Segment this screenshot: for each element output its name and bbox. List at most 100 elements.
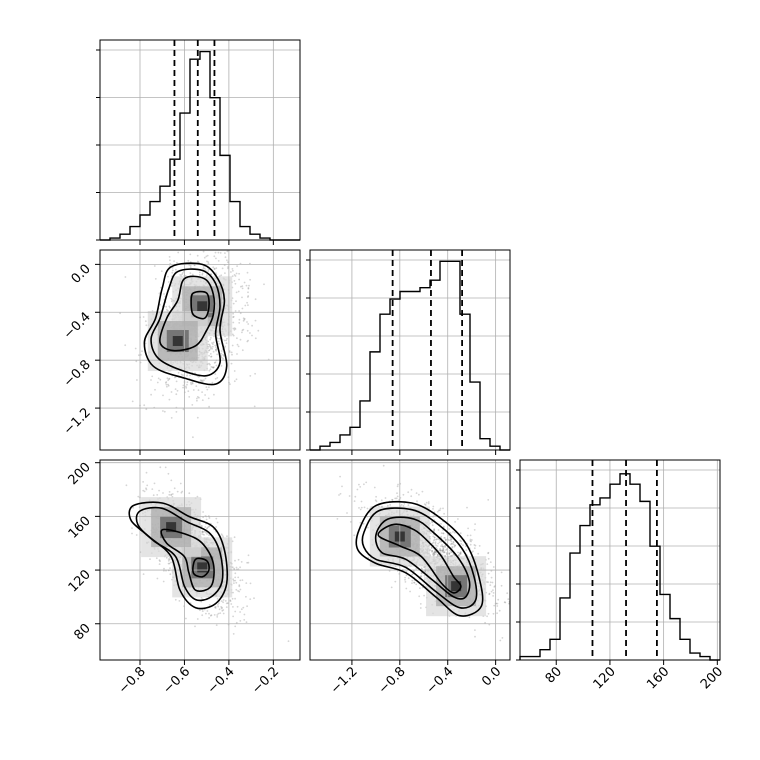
scatter-point xyxy=(182,384,185,387)
scatter-point xyxy=(212,350,215,353)
scatter-point xyxy=(244,304,247,307)
scatter-point xyxy=(214,344,217,347)
scatter-point xyxy=(487,551,490,554)
scatter-point xyxy=(220,274,223,277)
scatter-point xyxy=(226,337,228,340)
scatter-point xyxy=(168,562,171,565)
scatter-point xyxy=(254,337,257,340)
scatter-point xyxy=(154,278,157,280)
scatter-point xyxy=(205,518,208,521)
scatter-point xyxy=(212,366,215,369)
scatter-point xyxy=(175,380,178,383)
scatter-point xyxy=(435,544,437,547)
scatter-point xyxy=(165,381,168,383)
panel-frame-2-2 xyxy=(519,459,721,661)
frames-layer xyxy=(99,39,721,661)
scatter-point xyxy=(144,320,147,323)
scatter-point xyxy=(254,372,256,375)
scatter-point xyxy=(247,323,250,325)
scatter-point xyxy=(231,597,234,600)
scatter-point xyxy=(359,508,362,511)
scatter-point xyxy=(212,343,214,345)
scatter-point xyxy=(477,552,480,555)
scatter-point xyxy=(239,611,242,613)
scatter-point xyxy=(171,493,174,495)
scatter-point xyxy=(234,282,237,285)
scatter-point xyxy=(214,373,217,375)
scatter-point xyxy=(181,273,183,276)
scatter-point xyxy=(375,495,377,498)
scatter-point xyxy=(403,502,406,505)
scatter-point xyxy=(231,333,234,336)
scatter-point xyxy=(465,549,468,552)
scatter-point xyxy=(394,580,397,583)
scatter-point xyxy=(411,579,414,582)
scatter-point xyxy=(167,281,170,283)
scatter-point xyxy=(225,602,228,605)
scatter-point xyxy=(503,601,506,604)
scatter-point xyxy=(407,504,410,507)
scatter-point xyxy=(247,287,250,290)
scatter-point xyxy=(440,549,442,552)
scatter-point xyxy=(215,272,217,274)
scatter-point xyxy=(459,552,461,555)
scatter-point xyxy=(490,590,493,593)
scatter-point xyxy=(439,552,442,554)
scatter-point xyxy=(142,481,145,483)
scatter-point xyxy=(191,273,194,276)
scatter-point xyxy=(189,272,192,274)
scatter-point xyxy=(232,315,235,318)
scatter-point xyxy=(234,275,237,277)
scatter-point xyxy=(235,272,238,275)
scatter-point xyxy=(218,337,221,340)
scatter-point xyxy=(224,345,227,348)
x-tick-label: −1.2 xyxy=(328,664,361,697)
scatter-point xyxy=(233,329,236,331)
scatter-point xyxy=(246,301,249,304)
scatter-point xyxy=(169,306,171,309)
scatter-point xyxy=(192,436,194,439)
scatter-point xyxy=(440,535,443,538)
scatter-point xyxy=(207,262,210,265)
scatter-point xyxy=(210,346,213,349)
scatter-point xyxy=(162,410,164,412)
scatter-point xyxy=(213,268,216,271)
scatter-point xyxy=(207,268,210,271)
x-tick-label: 200 xyxy=(698,664,726,692)
scatter-point xyxy=(238,272,241,275)
scatter-point xyxy=(246,271,249,274)
scatter-point xyxy=(448,552,451,554)
scatter-point xyxy=(220,533,223,536)
scatter-point xyxy=(167,472,170,475)
scatter-point xyxy=(433,529,436,532)
scatter-point xyxy=(205,386,208,388)
scatter-point xyxy=(207,245,209,247)
scatter-point xyxy=(443,537,446,539)
scatter-point xyxy=(360,506,363,509)
scatter-point xyxy=(234,576,237,579)
scatter-point xyxy=(159,560,161,563)
scatter-point xyxy=(163,293,165,295)
scatter-point xyxy=(158,559,161,562)
scatter-point xyxy=(142,489,145,492)
scatter-point xyxy=(231,566,234,569)
scatter-point xyxy=(142,573,145,575)
scatter-point xyxy=(432,552,435,555)
scatter-point xyxy=(215,517,218,520)
scatter-point xyxy=(478,545,481,547)
scatter-point xyxy=(167,384,170,387)
scatter-point xyxy=(175,268,177,271)
scatter-point xyxy=(490,576,493,579)
scatter-point xyxy=(242,606,245,609)
scatter-point xyxy=(216,597,219,600)
scatter-point xyxy=(443,545,446,548)
histogram-param-0 xyxy=(100,50,300,241)
x-tick-label: 0.0 xyxy=(479,664,504,689)
scatter-point xyxy=(224,272,226,274)
scatter-point xyxy=(234,310,237,312)
scatter-point xyxy=(513,583,515,585)
scatter-point xyxy=(224,600,227,602)
scatter-point xyxy=(217,340,220,343)
scatter-point xyxy=(155,557,158,560)
scatter-point xyxy=(233,582,235,584)
